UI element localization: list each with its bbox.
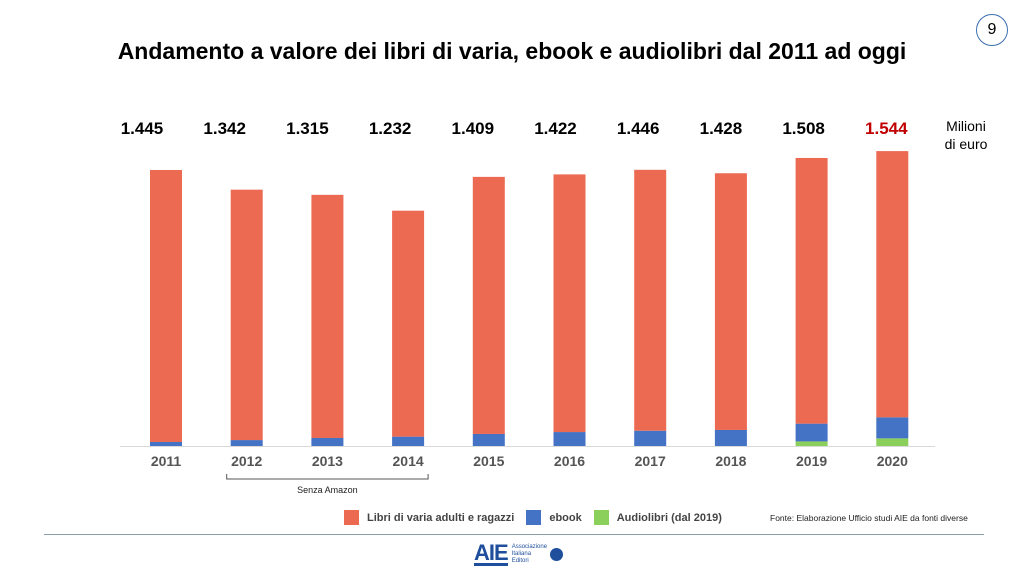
bar-libri — [795, 157, 828, 424]
aie-logo: AIE Associazione Italiana Editori — [474, 540, 564, 566]
bar-audiolibri — [876, 438, 909, 446]
logo-acronym: AIE — [474, 540, 509, 566]
bracket — [226, 474, 429, 480]
total-label: 1.544 — [865, 119, 908, 138]
total-label: 1.315 — [286, 119, 329, 138]
chart-title: Andamento a valore dei libri di varia, e… — [117, 38, 907, 64]
x-tick-label: 2011 — [151, 453, 182, 469]
bar-libri — [311, 194, 344, 438]
bar-libri — [714, 173, 747, 430]
x-tick-label: 2012 — [231, 453, 262, 469]
total-label: 1.232 — [369, 119, 412, 138]
bar-ebook — [634, 430, 667, 446]
logo-badge — [550, 548, 564, 561]
legend-label: ebook — [549, 511, 582, 524]
unit-label: Milioni di euro — [936, 117, 996, 153]
legend: Libri di varia adulti e ragazzi ebook Au… — [344, 510, 734, 525]
total-label: 1.428 — [700, 119, 743, 138]
legend-swatch — [593, 510, 609, 525]
bar-ebook — [392, 436, 425, 446]
divider — [44, 534, 984, 535]
x-tick-label: 2013 — [312, 453, 343, 469]
x-tick-label: 2017 — [635, 453, 666, 469]
total-label: 1.445 — [121, 119, 164, 138]
total-label: 1.422 — [534, 119, 577, 138]
logo-text: Associazione Italiana Editori — [511, 544, 548, 564]
bar-libri — [876, 151, 909, 418]
bar-ebook — [714, 429, 747, 446]
bar-libri — [150, 170, 182, 442]
bar-ebook — [876, 417, 909, 439]
legend-item: Libri di varia adulti e ragazzi — [344, 510, 514, 525]
page-number: 9 — [976, 14, 1008, 46]
bar-libri — [230, 189, 263, 441]
unit-line: di euro — [944, 136, 988, 152]
legend-label: Audiolibri (dal 2019) — [616, 511, 722, 524]
legend-item: Audiolibri (dal 2019) — [593, 510, 722, 525]
bar-ebook — [472, 433, 505, 446]
unit-line: Milioni — [946, 118, 986, 134]
bar-ebook — [795, 423, 828, 442]
bar-libri — [392, 210, 425, 437]
total-label: 1.342 — [203, 119, 246, 138]
bar-libri — [472, 176, 505, 434]
x-tick-label: 2014 — [393, 453, 424, 469]
bar-libri — [634, 169, 667, 431]
source-note: Fonte: Elaborazione Ufficio studi AIE da… — [770, 513, 968, 523]
bar-chart: 2011 1.445 2012 1.342 2013 1.315 2014 1.232 2015… — [120, 119, 935, 495]
bar-ebook — [311, 437, 344, 446]
legend-label: Libri di varia adulti e ragazzi — [367, 511, 515, 524]
total-label: 1.409 — [452, 119, 495, 138]
x-tick-label: 2018 — [715, 453, 746, 469]
bar-ebook — [553, 432, 586, 446]
total-label: 1.446 — [617, 119, 660, 138]
x-tick-label: 2015 — [473, 453, 504, 469]
legend-swatch — [526, 510, 542, 525]
legend-swatch — [344, 510, 359, 525]
total-label: 1.508 — [782, 119, 825, 138]
x-tick-label: 2016 — [554, 453, 585, 469]
bar-libri — [553, 174, 586, 433]
annotation-senza-amazon: Senza Amazon — [297, 485, 358, 495]
bar-ebook — [150, 441, 182, 446]
bar-ebook — [230, 440, 263, 446]
x-tick-label: 2019 — [796, 453, 827, 469]
bar-audiolibri — [795, 441, 828, 446]
legend-item: ebook — [526, 510, 582, 525]
x-tick-label: 2020 — [877, 453, 908, 469]
